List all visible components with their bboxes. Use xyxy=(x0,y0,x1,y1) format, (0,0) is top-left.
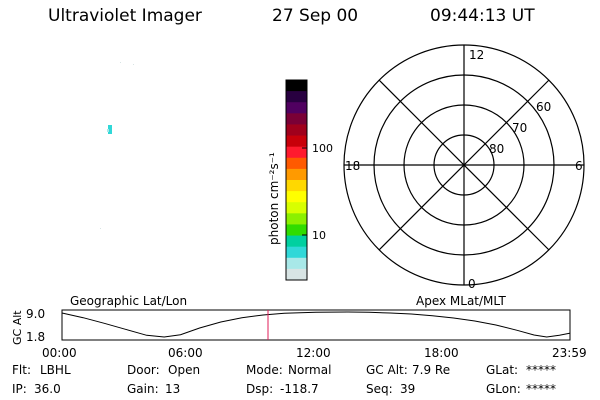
colorbar-cell xyxy=(286,235,307,248)
colorbar-cell xyxy=(286,213,307,225)
timeline-y-label: GC Alt xyxy=(11,310,24,345)
timeline-left-title: Geographic Lat/Lon xyxy=(70,294,187,308)
polar-labels: 12 18 6 0 60 70 80 xyxy=(345,48,583,291)
polar-plot xyxy=(343,44,585,286)
colorbar-tick-label-100: 100 xyxy=(312,142,333,155)
colorbar-cell xyxy=(286,113,307,125)
colorbar-cell xyxy=(286,91,307,103)
colorbar-cell xyxy=(286,168,307,181)
door-label: Door: xyxy=(127,363,160,377)
colorbar-unit-label: photon cm⁻²s⁻¹ xyxy=(267,152,281,245)
x-tick-0000: 00:00 xyxy=(42,346,77,360)
timeline-y-tick-9: 9.0 xyxy=(26,307,45,321)
colorbar-cell xyxy=(286,146,307,159)
time-label: 09:44:13 UT xyxy=(430,6,535,26)
mlt-label-12: 12 xyxy=(469,48,484,62)
x-tick-0600: 06:00 xyxy=(168,346,203,360)
colorbar-cell xyxy=(286,224,307,237)
lat-label-70: 70 xyxy=(512,121,527,135)
colorbar-frame xyxy=(285,79,308,281)
dsp-value: -118.7 xyxy=(280,382,319,396)
mlt-label-0: 0 xyxy=(468,277,476,291)
colorbar-cell xyxy=(286,180,307,192)
dsp-label: Dsp: xyxy=(246,382,274,396)
polar-diagonal-2 xyxy=(378,79,550,251)
colorbar-cell xyxy=(286,268,307,281)
colorbar-cell xyxy=(286,257,307,270)
uv-speck xyxy=(100,228,101,229)
mlt-label-6: 6 xyxy=(575,159,583,173)
gc-alt-label: GC Alt: xyxy=(366,363,408,377)
colorbar-cell xyxy=(286,102,307,114)
seq-label: Seq: xyxy=(366,382,393,396)
colorbar-cell xyxy=(286,124,307,137)
mlt-label-18: 18 xyxy=(345,159,360,173)
uv-aurora-spot-halo xyxy=(107,129,109,132)
glon-label: GLon: xyxy=(486,382,521,396)
uv-speck xyxy=(120,62,121,63)
timeline-panel: Geographic Lat/Lon Apex MLat/MLT GC Alt … xyxy=(11,294,571,345)
lat-label-60: 60 xyxy=(536,100,551,114)
lat-label-80: 80 xyxy=(489,142,504,156)
colorbar-cells xyxy=(286,80,307,281)
date-label: 27 Sep 00 xyxy=(272,6,359,26)
colorbar-cell xyxy=(286,80,307,92)
filter-label: Flt: xyxy=(12,363,31,377)
glat-value: ***** xyxy=(526,363,556,377)
timeline-right-title: Apex MLat/MLT xyxy=(416,294,506,308)
uv-aurora-spot xyxy=(108,125,112,134)
colorbar-tick-label-10: 10 xyxy=(312,229,326,242)
gain-value: 13 xyxy=(165,382,181,396)
mode-label: Mode: xyxy=(246,363,283,377)
ip-value: 36.0 xyxy=(34,382,61,396)
altitude-curve xyxy=(61,311,570,338)
colorbar-cell xyxy=(286,135,307,148)
glat-label: GLat: xyxy=(486,363,519,377)
seq-value: 39 xyxy=(400,382,416,396)
timeline-y-tick-1-8: 1.8 xyxy=(26,330,45,344)
x-tick-1800: 18:00 xyxy=(424,346,459,360)
uv-speck xyxy=(133,64,134,65)
colorbar: 100 10 photon cm⁻²s⁻¹ xyxy=(267,79,333,281)
filter-value: LBHL xyxy=(40,363,71,377)
x-tick-2359: 23:59 xyxy=(552,346,587,360)
glon-value: ***** xyxy=(526,382,556,396)
colorbar-cell xyxy=(286,157,307,170)
colorbar-cell xyxy=(286,191,307,203)
uv-image-panel xyxy=(100,62,134,229)
app-title: Ultraviolet Imager xyxy=(48,6,202,26)
timeline-frame xyxy=(61,309,571,341)
colorbar-cell xyxy=(286,246,307,259)
gc-alt-value: 7.9 Re xyxy=(412,363,451,377)
door-value: Open xyxy=(168,363,201,377)
colorbar-cell xyxy=(286,202,307,214)
mode-value: Normal xyxy=(288,363,332,377)
gain-label: Gain: xyxy=(127,382,159,396)
x-tick-1200: 12:00 xyxy=(296,346,331,360)
ip-label: IP: xyxy=(12,382,27,396)
